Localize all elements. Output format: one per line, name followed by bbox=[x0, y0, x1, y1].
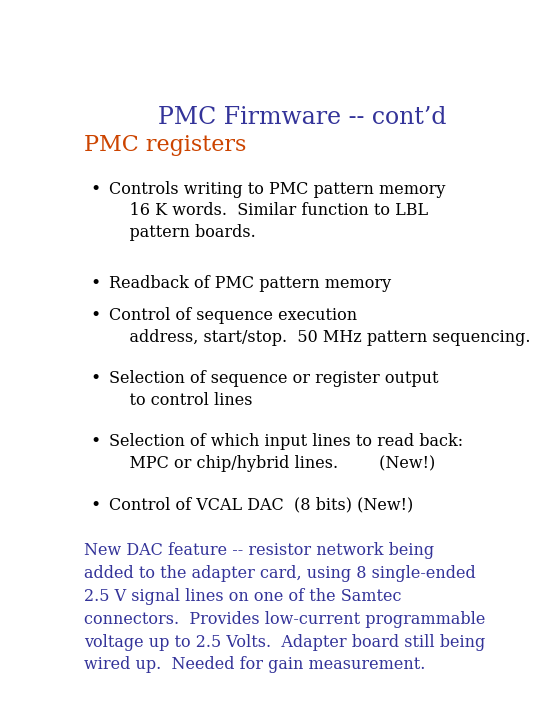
Text: Selection of which input lines to read back:
    MPC or chip/hybrid lines.      : Selection of which input lines to read b… bbox=[109, 433, 463, 472]
Text: •: • bbox=[91, 276, 101, 292]
Text: Selection of sequence or register output
    to control lines: Selection of sequence or register output… bbox=[109, 370, 439, 409]
Text: Controls writing to PMC pattern memory
    16 K words.  Similar function to LBL
: Controls writing to PMC pattern memory 1… bbox=[109, 181, 446, 240]
Text: •: • bbox=[91, 497, 101, 513]
Text: Control of sequence execution
    address, start/stop.  50 MHz pattern sequencin: Control of sequence execution address, s… bbox=[109, 307, 531, 346]
Text: •: • bbox=[91, 181, 101, 198]
Text: •: • bbox=[91, 433, 101, 451]
Text: •: • bbox=[91, 370, 101, 387]
Text: PMC registers: PMC registers bbox=[84, 133, 247, 156]
Text: •: • bbox=[91, 307, 101, 324]
Text: Readback of PMC pattern memory: Readback of PMC pattern memory bbox=[109, 276, 392, 292]
Text: Control of VCAL DAC  (8 bits) (New!): Control of VCAL DAC (8 bits) (New!) bbox=[109, 497, 414, 513]
Text: New DAC feature -- resistor network being
added to the adapter card, using 8 sin: New DAC feature -- resistor network bein… bbox=[84, 542, 485, 673]
Text: PMC Firmware -- cont’d: PMC Firmware -- cont’d bbox=[158, 106, 446, 129]
